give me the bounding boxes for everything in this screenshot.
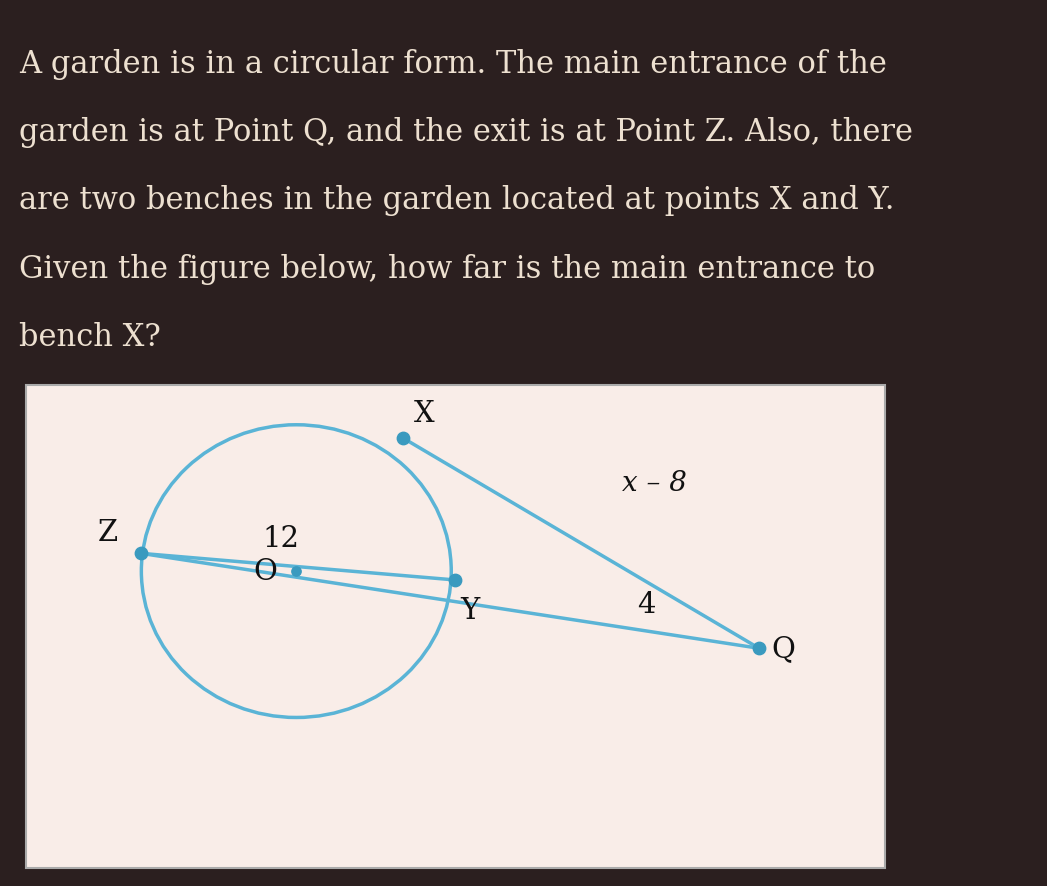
- Point: [133, 547, 150, 561]
- Point: [447, 573, 464, 587]
- Bar: [26, 385, 885, 868]
- Text: x – 8: x – 8: [622, 470, 687, 496]
- Text: Z: Z: [98, 518, 118, 547]
- Text: X: X: [414, 400, 435, 428]
- Text: Q: Q: [772, 634, 796, 663]
- Text: 4: 4: [637, 590, 655, 618]
- Point: [395, 431, 411, 446]
- Text: A garden is in a circular form. The main entrance of the: A garden is in a circular form. The main…: [19, 49, 887, 80]
- Text: Y: Y: [461, 596, 480, 625]
- Point: [751, 641, 767, 656]
- Text: are two benches in the garden located at points X and Y.: are two benches in the garden located at…: [19, 185, 894, 216]
- Text: O: O: [253, 557, 277, 586]
- Text: 12: 12: [262, 525, 299, 553]
- Text: bench X?: bench X?: [19, 322, 160, 353]
- Point: [288, 564, 305, 579]
- Text: Given the figure below, how far is the main entrance to: Given the figure below, how far is the m…: [19, 253, 875, 284]
- Text: garden is at Point Q, and the exit is at Point Z. Also, there: garden is at Point Q, and the exit is at…: [19, 117, 913, 148]
